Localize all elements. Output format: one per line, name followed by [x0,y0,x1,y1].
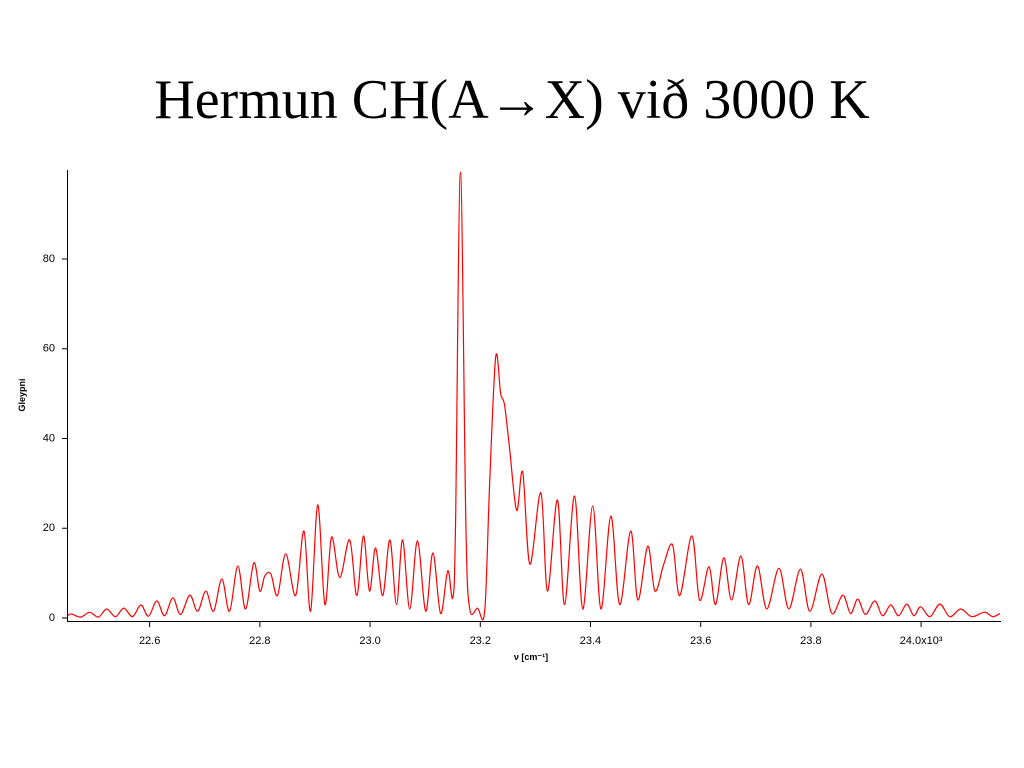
y-tick-label: 80 [43,253,55,265]
x-tick-label: 22.6 [139,635,160,647]
y-tick-label: 60 [43,343,55,355]
x-tick-label: 23.8 [800,635,821,647]
x-tick-label: 23.2 [470,635,491,647]
x-axis-label: ν [cm⁻¹] [514,652,548,662]
y-axis-label: Gleypni [17,378,27,411]
x-tick-label: 23.0 [359,635,380,647]
y-tick-label: 20 [43,522,55,534]
x-tick-label: 23.4 [580,635,601,647]
y-tick-label: 0 [49,612,55,624]
chart-title: Hermun CH(A→X) við 3000 K [154,69,869,131]
spectrum-line [67,171,1001,621]
x-tick-label: 24.0x10³ [900,635,943,647]
x-tick-label: 23.6 [690,635,711,647]
x-tick-label: 22.8 [249,635,270,647]
y-tick-label: 40 [43,432,55,444]
